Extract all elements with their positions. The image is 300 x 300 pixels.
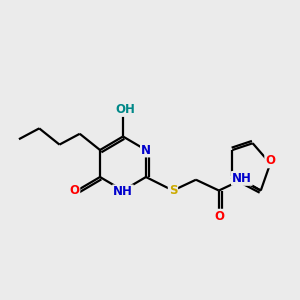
Text: N: N — [141, 143, 151, 157]
Text: NH: NH — [113, 185, 133, 198]
Text: NH: NH — [232, 172, 252, 185]
Text: OH: OH — [116, 103, 136, 116]
Text: O: O — [214, 210, 224, 223]
Text: S: S — [169, 184, 177, 197]
Text: O: O — [265, 154, 275, 167]
Text: O: O — [69, 184, 79, 197]
